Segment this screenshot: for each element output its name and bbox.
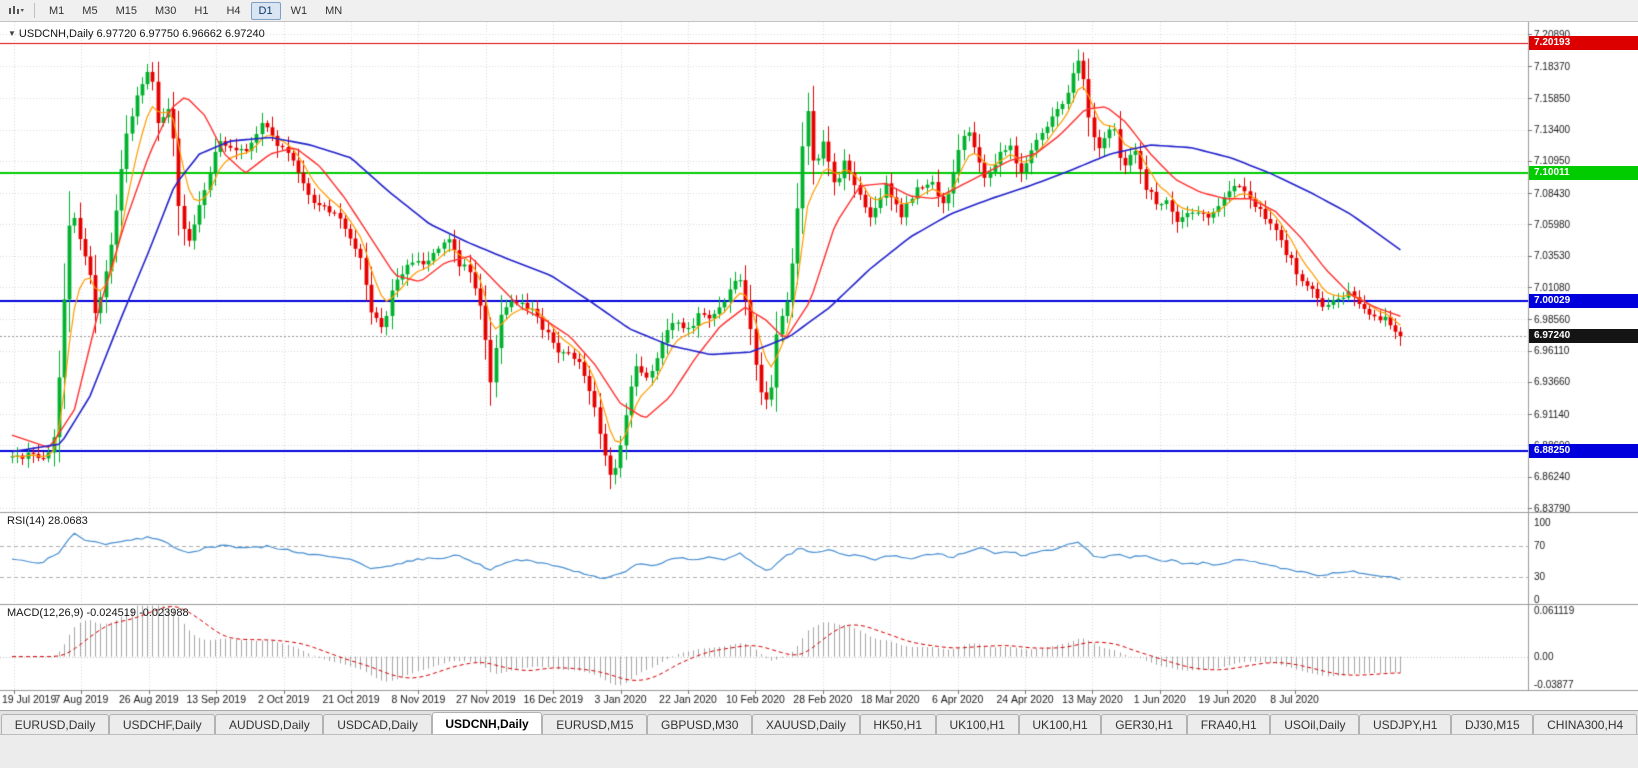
timeframe-toolbar: M1 M5 M15 M30 H1 H4 D1 W1 MN: [0, 0, 1638, 22]
chart-tab-gbpusd-m30[interactable]: GBPUSD,M30: [647, 714, 753, 734]
chart-tab-usoil-daily[interactable]: USOil,Daily: [1270, 714, 1360, 734]
timeframe-button-m5[interactable]: M5: [82, 4, 98, 17]
chart-area[interactable]: ▼ USDCNH,Daily 6.97720 6.97750 6.96662 6.…: [0, 22, 1638, 710]
chart-tab-dj30-m15[interactable]: DJ30,M15: [1451, 714, 1534, 734]
chart-tab-bar: EURUSD,Daily USDCHF,Daily AUDUSD,Daily USDC…: [0, 710, 1638, 734]
timeframe-button-m1[interactable]: M1: [49, 4, 65, 17]
price-level-tag: 7.10011: [1529, 165, 1638, 180]
timeframe-button-d1[interactable]: D1: [250, 1, 281, 20]
price-level-tag: 7.20193: [1529, 35, 1638, 50]
timeframe-buttons: M1 M5 M15 M30 H1 H4 D1 W1 MN: [41, 1, 350, 20]
chart-tab-audusd-daily[interactable]: AUDUSD,Daily: [215, 714, 324, 734]
candlestick-chart-icon: [9, 6, 24, 14]
status-bar: [0, 734, 1638, 768]
chart-title: ▼ USDCNH,Daily 6.97720 6.97750 6.96662 6.…: [8, 28, 265, 40]
chart-tab-china300-h4[interactable]: CHINA300,H4: [1533, 714, 1637, 734]
chart-tab-xauusd-daily[interactable]: XAUUSD,Daily: [752, 714, 860, 734]
chart-tab-eurusd-daily[interactable]: EURUSD,Daily: [1, 714, 110, 734]
timeframe-button-m15[interactable]: M15: [115, 4, 137, 17]
chart-tab-eurusd-m15[interactable]: EURUSD,M15: [542, 714, 648, 734]
toolbar-separator: [34, 3, 35, 18]
timeframe-button-mn[interactable]: MN: [325, 4, 343, 17]
timeframe-button-h1[interactable]: H1: [194, 4, 209, 17]
current-price-tag: 6.97240: [1529, 329, 1638, 344]
rsi-indicator-label: RSI(14) 28.0683: [7, 515, 88, 527]
price-chart-canvas[interactable]: [0, 22, 1638, 710]
chart-tab-ger30-h1[interactable]: GER30,H1: [1101, 714, 1187, 734]
chart-tab-fra40-h1[interactable]: FRA40,H1: [1186, 714, 1271, 734]
collapse-triangle-icon[interactable]: ▼: [8, 29, 16, 38]
timeframe-button-w1[interactable]: W1: [290, 4, 308, 17]
chart-title-text: USDCNH,Daily 6.97720 6.97750 6.96662 6.9…: [18, 28, 265, 40]
timeframe-button-m30[interactable]: M30: [154, 4, 177, 17]
chart-tab-usdjpy-h1[interactable]: USDJPY,H1: [1359, 714, 1452, 734]
chart-tab-uk100-h1[interactable]: UK100,H1: [935, 714, 1019, 734]
timeframe-button-h4[interactable]: H4: [226, 4, 241, 17]
macd-indicator-label: MACD(12,26,9) -0.024519 -0.023988: [7, 607, 189, 619]
price-level-tag: 7.00029: [1529, 293, 1638, 308]
price-level-tag: 6.88250: [1529, 444, 1638, 459]
chart-tab-uk100-h1[interactable]: UK100,H1: [1018, 714, 1102, 734]
chart-tab-hk50-h1[interactable]: HK50,H1: [859, 714, 936, 734]
chart-tab-usdchf-daily[interactable]: USDCHF,Daily: [109, 714, 216, 734]
chart-type-dropdown-icon[interactable]: [4, 4, 28, 17]
chart-tab-usdcnh-daily[interactable]: USDCNH,Daily: [431, 712, 543, 734]
chart-tab-usdcad-daily[interactable]: USDCAD,Daily: [323, 714, 432, 734]
